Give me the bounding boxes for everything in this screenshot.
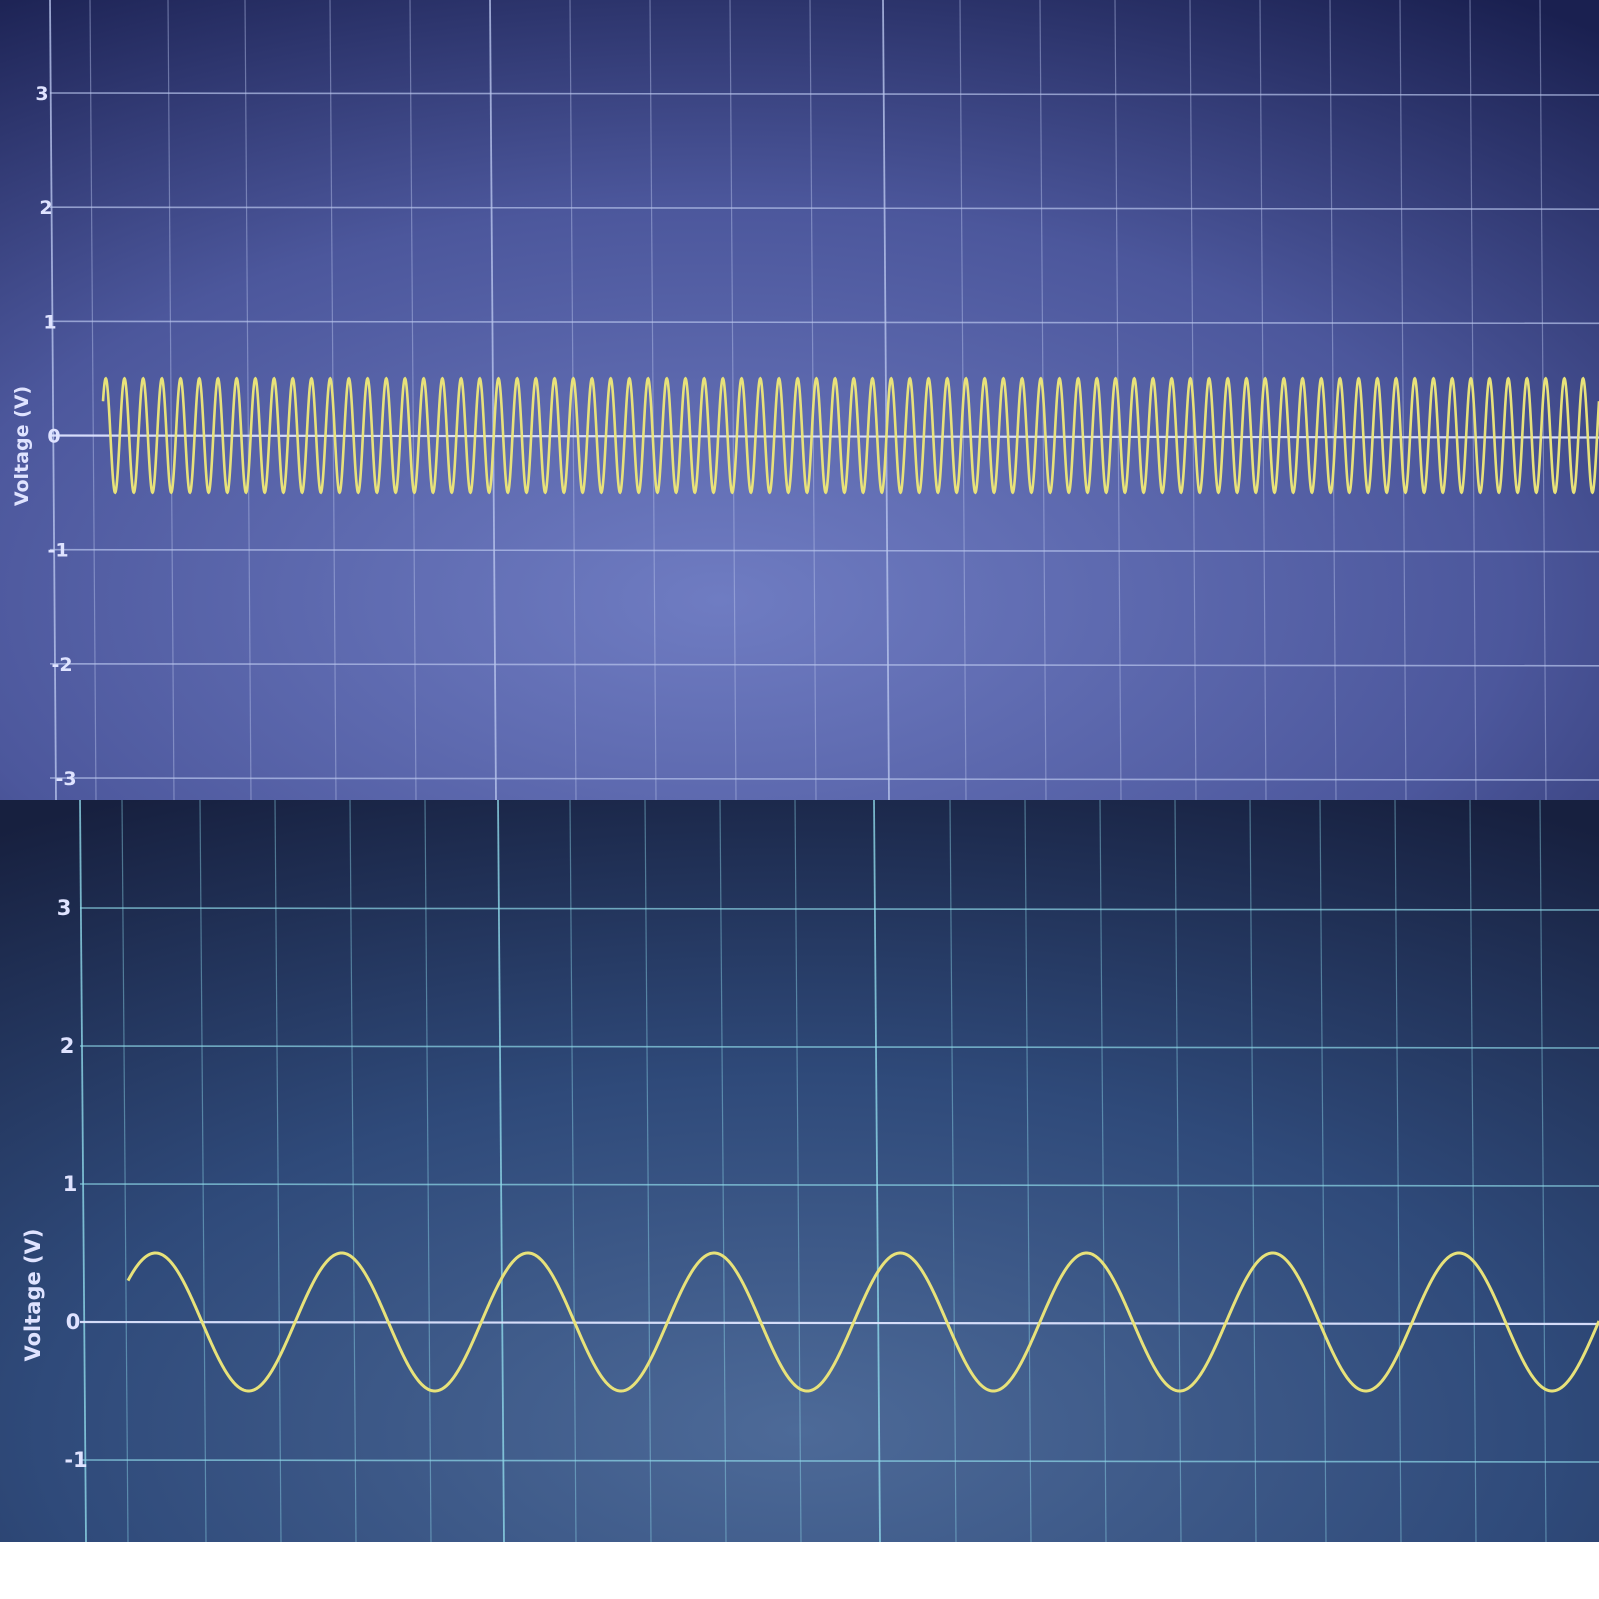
- grid-line-horizontal: [79, 1183, 1599, 1187]
- grid-line-vertical-major: [49, 0, 57, 800]
- grid-line-horizontal: [49, 320, 1599, 325]
- grid-line-vertical: [1024, 800, 1032, 1542]
- bottom-scope-panel: 3 2 1 0 -1 Voltage (V): [0, 800, 1599, 1542]
- grid-line-vertical-major: [489, 0, 497, 800]
- grid-line-vertical-major: [882, 0, 890, 800]
- top-y-axis-label: Voltage (V): [11, 386, 33, 506]
- y-tick-label: 2: [39, 197, 52, 219]
- grid-line-vertical: [274, 800, 282, 1542]
- grid-line-vertical: [424, 800, 432, 1542]
- bottom-y-axis-label: Voltage (V): [21, 1229, 45, 1362]
- grid-line-horizontal: [49, 548, 1599, 553]
- grid-line-vertical-major: [79, 800, 87, 1542]
- y-tick-label: 0: [47, 426, 60, 448]
- grid-line-horizontal: [49, 663, 1599, 667]
- grid-line-vertical: [949, 800, 957, 1542]
- bottom-sine-trace: [126, 1251, 1599, 1393]
- grid-line-vertical: [199, 800, 207, 1542]
- grid-line-vertical: [649, 0, 657, 800]
- y-tick-label: -1: [64, 1448, 87, 1472]
- grid-line-horizontal: [49, 92, 1599, 96]
- grid-line-horizontal: [79, 1045, 1599, 1049]
- grid-line-vertical-major: [873, 800, 881, 1542]
- grid-line-vertical: [244, 0, 252, 800]
- zero-line: [79, 1320, 1599, 1326]
- bottom-grid: [79, 800, 1599, 1542]
- grid-line-vertical: [719, 800, 727, 1542]
- bottom-y-tick-labels: 3 2 1 0 -1: [57, 896, 88, 1472]
- y-tick-label: 3: [57, 896, 72, 920]
- grid-line-vertical: [794, 800, 802, 1542]
- top-scope-panel: 3 2 1 0 -1 -2 -3 Voltage (V): [0, 0, 1599, 800]
- y-tick-label: -3: [55, 768, 76, 790]
- grid-line-vertical: [1539, 800, 1547, 1542]
- grid-line-horizontal: [49, 777, 1599, 781]
- grid-line-vertical: [1099, 800, 1107, 1542]
- y-tick-label: 0: [66, 1310, 81, 1334]
- grid-line-vertical: [121, 800, 129, 1542]
- grid-line-horizontal: [79, 907, 1599, 911]
- grid-line-vertical: [167, 0, 175, 800]
- y-tick-label: -2: [51, 654, 72, 676]
- top-scope-plot: 3 2 1 0 -1 -2 -3 Voltage (V): [0, 0, 1599, 800]
- grid-line-vertical: [1249, 800, 1257, 1542]
- page-bottom-margin: [0, 1542, 1599, 1599]
- bottom-plot-background: [0, 800, 1599, 1542]
- bottom-scope-plot: 3 2 1 0 -1 Voltage (V): [0, 800, 1599, 1542]
- y-tick-label: 1: [63, 1172, 78, 1196]
- top-sine-trace: [101, 376, 1599, 495]
- grid-line-vertical: [409, 0, 417, 800]
- grid-line-vertical: [569, 800, 577, 1542]
- top-y-tick-labels: 3 2 1 0 -1 -2 -3: [35, 83, 76, 790]
- grid-line-vertical-major: [497, 800, 505, 1542]
- zero-line: [49, 434, 1599, 439]
- y-tick-label: -1: [47, 540, 68, 562]
- grid-line-vertical: [729, 0, 737, 800]
- grid-line-vertical: [1399, 0, 1407, 800]
- grid-line-vertical: [644, 800, 652, 1542]
- grid-line-horizontal: [49, 206, 1599, 210]
- grid-line-horizontal: [79, 1459, 1599, 1463]
- grid-line-vertical: [1174, 800, 1182, 1542]
- grid-line-vertical: [1469, 800, 1477, 1542]
- grid-line-vertical: [1329, 0, 1337, 800]
- y-tick-label: 1: [43, 311, 56, 333]
- y-tick-label: 3: [35, 83, 48, 105]
- grid-line-vertical: [1394, 800, 1402, 1542]
- y-tick-label: 2: [60, 1034, 75, 1058]
- grid-line-vertical: [89, 0, 97, 800]
- grid-line-vertical: [349, 800, 357, 1542]
- grid-line-vertical: [569, 0, 577, 800]
- grid-line-vertical: [1319, 800, 1327, 1542]
